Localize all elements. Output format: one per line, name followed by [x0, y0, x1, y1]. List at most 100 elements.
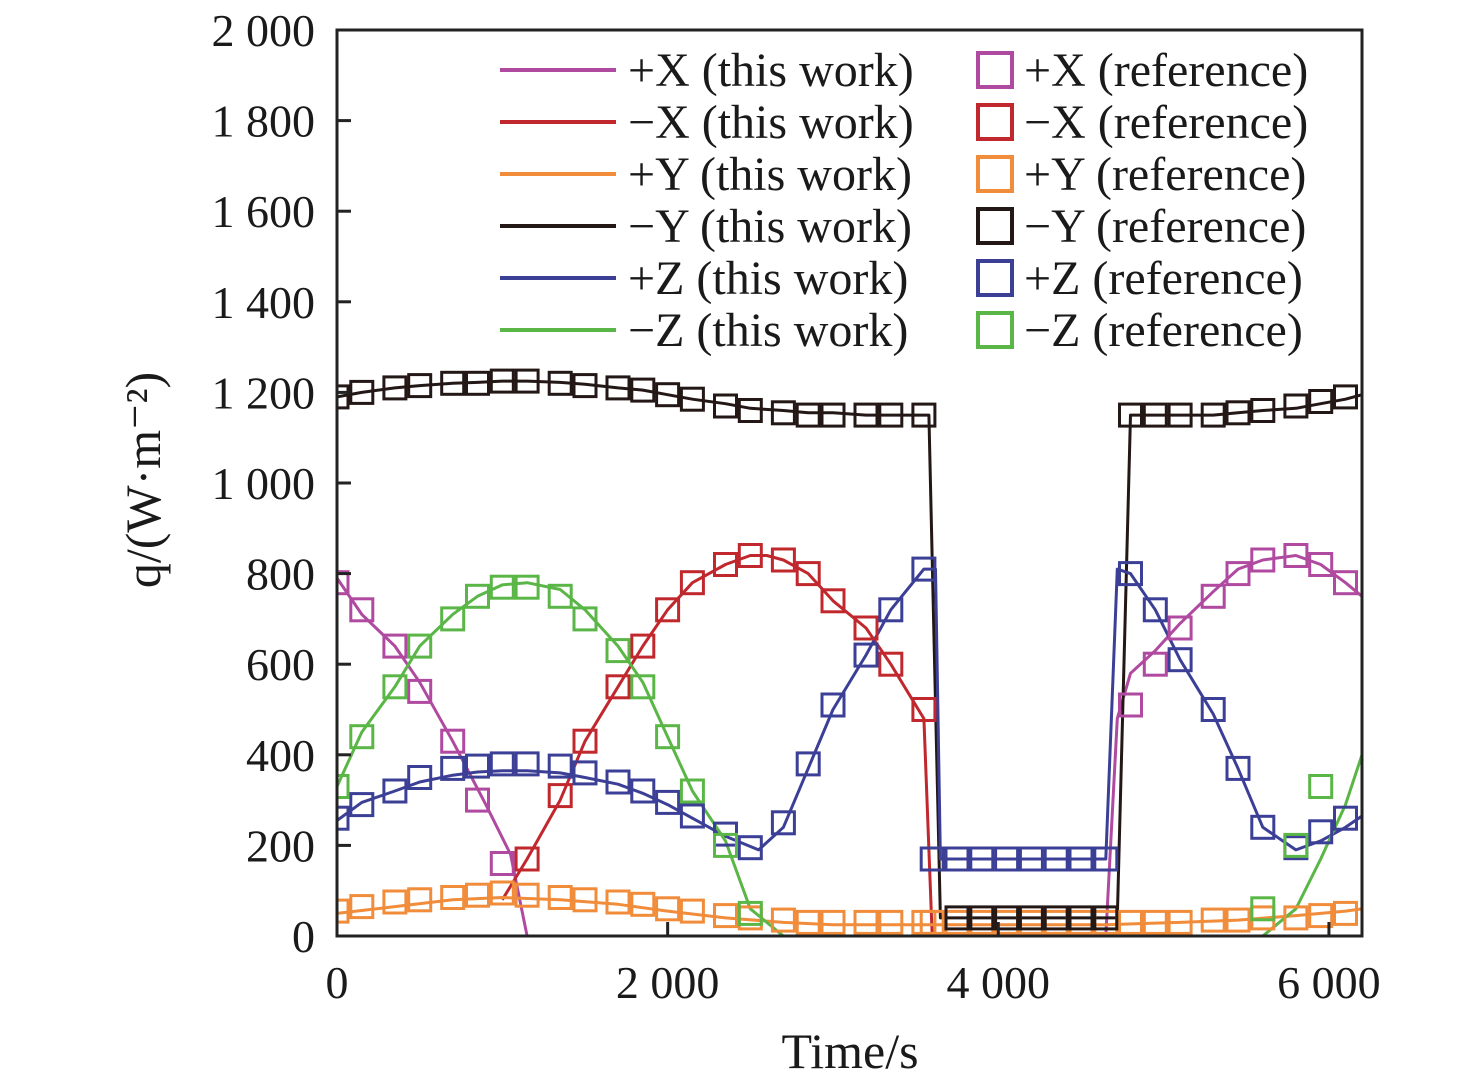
- ref-marker-2-30: [1118, 909, 1143, 935]
- ref-marker-0-37: [1308, 552, 1334, 577]
- legend-ref-label-1: −X (reference): [1024, 96, 1308, 149]
- ref-marker-2-3: [407, 887, 433, 913]
- ref-marker-3-24: [969, 905, 995, 931]
- legend-marker-1: [976, 103, 1014, 141]
- ref-marker-1-14: [713, 552, 738, 577]
- ref-marker-5-10: [605, 638, 631, 664]
- ref-marker-2-16: [770, 907, 796, 933]
- legend-ref-label-0: +X (reference): [1024, 44, 1308, 97]
- ref-marker-2-9: [572, 887, 598, 913]
- ref-marker-0-32: [1167, 615, 1193, 641]
- y-axis-label: q/(W·m⁻²): [115, 372, 171, 588]
- ref-marker-3-15: [737, 398, 763, 423]
- ref-marker-2-12: [655, 896, 681, 922]
- ref-marker-3-32: [1167, 402, 1193, 428]
- ref-marker-4-37: [1308, 819, 1334, 845]
- legend-label-2: +Y (this work): [628, 148, 912, 201]
- ref-marker-4-23: [944, 846, 970, 872]
- ref-marker-5-7: [514, 574, 540, 600]
- ref-marker-1-12: [655, 597, 681, 623]
- y-tick-label: 0: [292, 911, 315, 962]
- ref-marker-3-30: [1118, 402, 1143, 428]
- legend-label-4: +Z (this work): [628, 252, 908, 305]
- ref-marker-2-8: [547, 885, 573, 910]
- y-tick-label: 1 200: [212, 367, 316, 418]
- ref-marker-2-10: [605, 889, 631, 915]
- ref-marker-2-36: [1283, 905, 1309, 931]
- ref-marker-0-31: [1142, 651, 1168, 677]
- ref-marker-3-25: [994, 905, 1020, 931]
- ref-marker-4-9: [572, 760, 598, 786]
- ref-marker-2-4: [440, 885, 466, 910]
- y-tick-label: 400: [246, 730, 315, 781]
- ref-marker-4-15: [737, 835, 763, 861]
- ref-marker-5-13: [679, 778, 705, 804]
- ref-marker-4-38: [1333, 805, 1358, 831]
- series-line-4: [337, 567, 1362, 861]
- ref-marker-3-33: [1200, 402, 1226, 428]
- ref-marker-5-1: [349, 724, 375, 750]
- ref-marker-2-14: [713, 903, 738, 929]
- ref-marker-4-29: [1093, 846, 1119, 872]
- ref-marker-1-8: [547, 783, 573, 809]
- ref-marker-0-36: [1283, 543, 1309, 568]
- ref-marker-0-34: [1225, 561, 1251, 587]
- ref-marker-2-13: [679, 898, 705, 924]
- ref-marker-4-34: [1225, 755, 1251, 781]
- ref-marker-3-7: [514, 368, 540, 394]
- ref-marker-0-30: [1118, 692, 1143, 718]
- ref-marker-3-10: [605, 375, 631, 401]
- ref-marker-4-12: [655, 789, 681, 815]
- legend-label-5: −Z (this work): [628, 304, 908, 357]
- ref-marker-4-25: [994, 846, 1020, 872]
- ref-marker-4-35: [1250, 814, 1276, 840]
- y-tick-label: 1 800: [212, 96, 316, 147]
- ref-marker-4-30: [1118, 561, 1143, 587]
- ref-marker-1-21: [911, 697, 937, 722]
- ref-marker-3-34: [1225, 400, 1251, 426]
- ref-marker-2-11: [630, 891, 656, 917]
- ref-marker-5-8: [547, 583, 573, 609]
- ref-marker-4-32: [1167, 647, 1193, 673]
- ref-marker-3-36: [1283, 393, 1309, 419]
- y-tick-label: 1 400: [212, 277, 316, 328]
- y-tick-label: 1 600: [212, 186, 316, 237]
- legend: +X (this work) +X (reference) −X (this wor…: [500, 44, 1308, 357]
- legend-label-3: −Y (this work): [628, 200, 912, 253]
- ref-marker-5-4: [440, 606, 466, 632]
- reference-marker-layer: [337, 368, 1358, 935]
- y-tick-label: 200: [246, 820, 315, 871]
- tick-layer: 0 2 000 4 000 6 000 0 200 400 600 800 1 000 1 200 1…: [212, 5, 1381, 1008]
- ref-marker-2-33: [1200, 907, 1226, 933]
- ref-marker-5-15: [737, 900, 763, 926]
- ref-marker-4-31: [1142, 597, 1168, 623]
- ref-marker-5-9: [572, 606, 598, 632]
- ref-marker-3-18: [820, 402, 846, 428]
- ref-marker-1-13: [679, 570, 705, 596]
- ref-marker-3-19: [853, 402, 879, 428]
- legend-marker-0: [976, 51, 1014, 89]
- y-tick-label: 800: [246, 549, 315, 600]
- ref-marker-3-38: [1333, 384, 1358, 410]
- ref-marker-4-21: [911, 556, 937, 582]
- ref-marker-2-17: [795, 909, 821, 935]
- ref-marker-0-6: [489, 851, 515, 876]
- ref-marker-3-28: [1068, 905, 1094, 931]
- legend-ref-label-5: −Z (reference): [1024, 304, 1303, 357]
- ref-marker-1-18: [820, 588, 846, 614]
- ref-marker-4-19: [853, 642, 879, 668]
- ref-marker-5-14: [713, 832, 738, 858]
- ref-marker-2-1: [349, 894, 375, 920]
- ref-marker-3-26: [1018, 905, 1044, 931]
- ref-marker-3-27: [1043, 905, 1069, 931]
- ref-marker-3-12: [655, 382, 681, 408]
- ref-marker-5-37: [1308, 774, 1334, 799]
- x-axis-label: Time/s: [781, 1023, 918, 1079]
- ref-marker-5-35: [1250, 896, 1276, 922]
- ref-marker-5-0: [337, 774, 350, 799]
- y-tick-label: 1 000: [212, 458, 316, 509]
- ref-marker-3-3: [407, 373, 433, 399]
- ref-marker-5-3: [407, 633, 433, 659]
- ref-marker-2-6: [489, 880, 515, 906]
